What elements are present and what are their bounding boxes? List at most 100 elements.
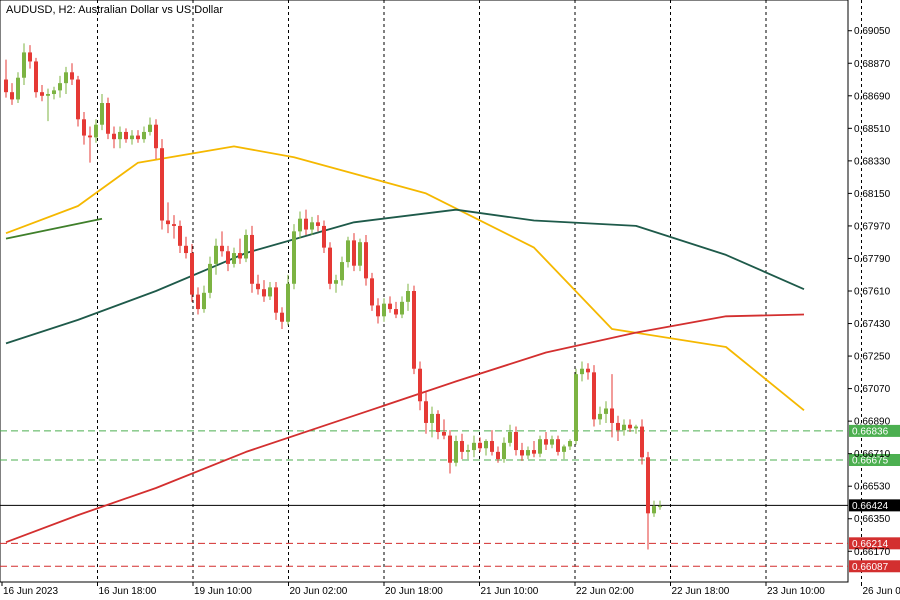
candle-body [256, 283, 260, 290]
candle [352, 233, 356, 272]
candle-body [202, 292, 206, 310]
level-price-label: 0.66087 [852, 562, 889, 573]
candle-body [328, 247, 332, 284]
candle [640, 419, 644, 465]
candle [382, 298, 386, 322]
candle [130, 130, 134, 145]
y-tick-label: 0.67070 [854, 384, 891, 395]
chart-title: AUDUSD, H2: Australian Dollar vs US Doll… [6, 4, 224, 16]
candle [292, 224, 296, 290]
candle-body [286, 283, 290, 322]
candle [220, 231, 224, 257]
candle-body [544, 439, 548, 445]
candle-body [406, 291, 410, 302]
candle [424, 392, 428, 434]
candle-body [250, 234, 254, 284]
candle-body [10, 92, 14, 100]
candle [412, 285, 416, 375]
candle [322, 220, 326, 254]
candle-body [538, 439, 542, 454]
candle-body [568, 441, 572, 447]
horizontal-levels: 0.66836 0.66675 0.66424 0.66214 0.66087 [0, 424, 900, 573]
candle [394, 301, 398, 319]
candle-body [208, 263, 212, 293]
candle [232, 247, 236, 268]
candle-body [112, 133, 116, 140]
candle [244, 229, 248, 263]
y-tick-label: 0.68690 [854, 91, 891, 102]
candle [556, 435, 560, 456]
candle [574, 368, 578, 445]
candle [262, 280, 266, 302]
candle [310, 216, 314, 235]
candle-body [592, 372, 596, 420]
candle [46, 88, 50, 122]
candle [388, 296, 392, 313]
candle [178, 220, 182, 254]
candle-body [352, 240, 356, 266]
candle [448, 430, 452, 474]
candle [286, 274, 290, 326]
candle-body [76, 79, 80, 120]
candle-body [130, 135, 134, 140]
candle [208, 256, 212, 299]
y-tick-label: 0.68870 [854, 59, 891, 70]
candle [160, 139, 164, 230]
candle-body [70, 72, 74, 80]
candle [202, 285, 206, 313]
candle-body [166, 220, 170, 225]
candle-body [172, 224, 176, 226]
y-tick-label: 0.66350 [854, 514, 891, 525]
candle-body [238, 253, 242, 259]
candle-body [268, 287, 272, 297]
x-tick-label: 16 Jun 2023 [3, 586, 58, 597]
level-price-tag [849, 424, 900, 437]
candle [196, 287, 200, 315]
x-tick-label: 19 Jun 10:00 [194, 586, 252, 597]
level-price-tag [849, 537, 900, 550]
candle-body [178, 225, 182, 246]
candle [82, 112, 86, 145]
candle-body [280, 312, 284, 322]
candle-body [622, 424, 626, 431]
candle-body [22, 52, 26, 78]
candle [628, 419, 632, 432]
candle [646, 451, 650, 550]
y-tick-label: 0.67610 [854, 287, 891, 298]
candle [346, 236, 350, 268]
candle-body [106, 103, 110, 134]
candle [136, 130, 140, 143]
candle-body [610, 408, 614, 423]
candle [34, 57, 38, 98]
candle [64, 66, 68, 94]
candle [598, 406, 602, 425]
candle-body [616, 422, 620, 431]
candle [658, 500, 662, 510]
candle-body [304, 218, 308, 230]
candle-body [16, 77, 20, 100]
candle [454, 435, 458, 467]
candle [484, 439, 488, 456]
x-tick-label: 23 Jun 10:00 [767, 586, 825, 597]
candle-body [322, 225, 326, 248]
y-tick-label: 0.66710 [854, 449, 891, 460]
candle-body [94, 124, 98, 138]
level-price-tag [849, 453, 900, 466]
candle [124, 128, 128, 143]
candle-body [394, 309, 398, 315]
y-tick-label: 0.67430 [854, 319, 891, 330]
candle-body [490, 441, 494, 452]
y-tick-label: 0.69050 [854, 26, 891, 37]
price-axis: 0.69050 0.68870 0.68690 0.68510 0.68330 0.681… [848, 26, 891, 558]
candle [298, 211, 302, 239]
candle-body [136, 135, 140, 140]
candle [406, 283, 410, 311]
y-tick-label: 0.68150 [854, 189, 891, 200]
y-tick-label: 0.67970 [854, 221, 891, 232]
y-tick-label: 0.67790 [854, 254, 891, 265]
candle-body [274, 287, 278, 313]
candle [478, 437, 482, 452]
candle-body [646, 457, 650, 514]
candle [214, 238, 218, 275]
